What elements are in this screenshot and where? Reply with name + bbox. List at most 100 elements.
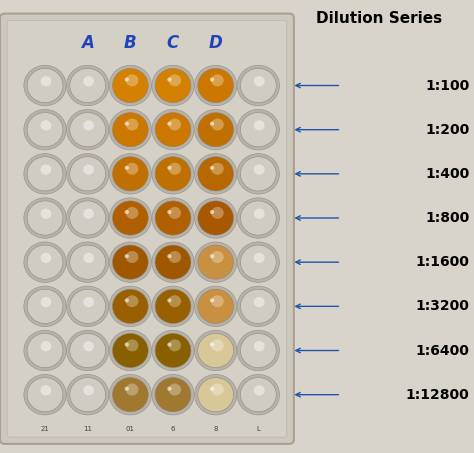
Circle shape [83,297,94,307]
Circle shape [66,330,109,371]
Text: 1:100: 1:100 [425,78,469,92]
Circle shape [70,157,106,191]
Circle shape [27,157,63,191]
Text: 6: 6 [171,426,175,432]
Circle shape [211,251,224,263]
Circle shape [210,210,214,214]
Circle shape [254,297,264,307]
Circle shape [198,201,234,235]
Circle shape [210,386,214,391]
Circle shape [111,244,149,280]
Circle shape [169,384,181,395]
Circle shape [24,375,66,415]
Circle shape [70,289,106,323]
Circle shape [111,67,149,103]
Circle shape [237,286,280,327]
Circle shape [167,342,172,347]
Circle shape [83,253,94,263]
Circle shape [109,198,152,238]
Circle shape [126,119,138,130]
Circle shape [125,210,129,214]
Circle shape [211,207,224,219]
Circle shape [109,154,152,194]
Circle shape [155,112,191,147]
Circle shape [112,245,148,280]
Circle shape [109,375,152,415]
Circle shape [125,77,129,82]
Circle shape [41,385,51,395]
Circle shape [154,377,192,413]
Circle shape [198,289,234,323]
Circle shape [112,157,148,191]
Circle shape [198,333,234,368]
Circle shape [41,341,51,352]
Circle shape [112,289,148,323]
Circle shape [240,377,276,412]
Circle shape [254,76,264,87]
Circle shape [154,67,192,103]
Circle shape [69,67,107,103]
Circle shape [66,375,109,415]
Circle shape [211,119,224,130]
Circle shape [210,121,214,126]
Circle shape [24,242,66,282]
Circle shape [152,198,194,238]
Circle shape [70,68,106,103]
Circle shape [24,330,66,371]
Text: 01: 01 [126,426,135,432]
Circle shape [197,333,235,368]
Circle shape [239,200,277,236]
Circle shape [254,164,264,175]
Circle shape [26,156,64,192]
Circle shape [239,156,277,192]
Circle shape [198,157,234,191]
Circle shape [69,377,107,413]
Circle shape [69,156,107,192]
Circle shape [69,289,107,324]
Circle shape [126,207,138,219]
Circle shape [83,120,94,130]
Circle shape [70,377,106,412]
Text: 8: 8 [213,426,218,432]
Circle shape [194,198,237,238]
Circle shape [154,200,192,236]
Circle shape [27,289,63,323]
Circle shape [126,251,138,263]
Circle shape [111,156,149,192]
Circle shape [26,112,64,148]
Circle shape [211,384,224,395]
Text: 1:200: 1:200 [425,123,469,137]
Circle shape [210,166,214,170]
Circle shape [41,253,51,263]
Text: A: A [81,34,94,52]
Circle shape [125,298,129,303]
Circle shape [126,163,138,175]
Circle shape [27,377,63,412]
FancyBboxPatch shape [7,20,287,437]
Circle shape [109,330,152,371]
Circle shape [198,245,234,280]
Circle shape [240,289,276,323]
Circle shape [197,156,235,192]
Circle shape [197,112,235,148]
Circle shape [26,333,64,368]
Circle shape [197,244,235,280]
Circle shape [111,112,149,148]
Circle shape [112,377,148,412]
Circle shape [152,65,194,106]
Circle shape [109,286,152,327]
Circle shape [239,112,277,148]
Circle shape [27,245,63,280]
Circle shape [197,377,235,413]
Circle shape [41,208,51,219]
Circle shape [237,330,280,371]
Circle shape [240,245,276,280]
Circle shape [167,210,172,214]
Circle shape [83,341,94,352]
Text: B: B [124,34,137,52]
Circle shape [83,76,94,87]
Circle shape [237,198,280,238]
Circle shape [254,385,264,395]
Circle shape [211,339,224,352]
Circle shape [254,253,264,263]
